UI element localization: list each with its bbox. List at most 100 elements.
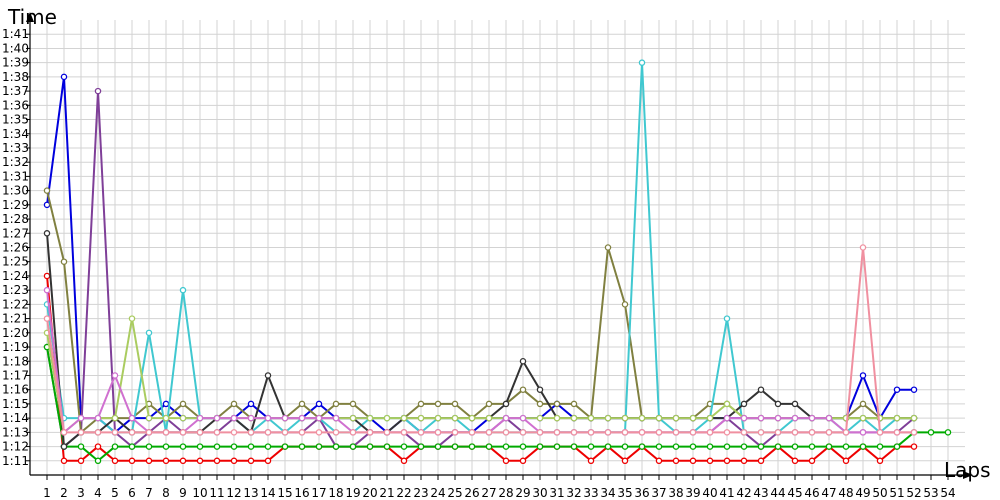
x-tick-label: 4 — [94, 486, 102, 500]
x-tick-label: 28 — [498, 486, 513, 500]
data-point — [740, 429, 748, 436]
data-point — [332, 429, 340, 436]
x-tick-label: 7 — [145, 486, 153, 500]
x-tick-label: 2 — [60, 486, 68, 500]
data-point — [145, 457, 153, 465]
data-point — [468, 443, 476, 450]
data-point — [825, 429, 833, 436]
data-point — [723, 315, 731, 322]
data-point — [247, 414, 255, 422]
data-point — [723, 429, 731, 436]
x-tick-label: 49 — [855, 486, 870, 500]
data-point — [723, 414, 731, 422]
data-point — [383, 414, 391, 422]
series-lines — [43, 59, 952, 465]
x-tick-label: 26 — [464, 486, 479, 500]
data-point — [910, 414, 918, 422]
data-point — [859, 429, 867, 436]
x-tick-label: 16 — [294, 486, 309, 500]
data-point — [638, 443, 646, 450]
data-point — [264, 457, 272, 465]
data-point — [672, 443, 680, 450]
data-point — [706, 414, 714, 422]
data-point — [740, 400, 748, 408]
y-tick-label: 1:26 — [2, 241, 29, 255]
y-tick-label: 1:37 — [2, 84, 29, 98]
data-point — [298, 429, 306, 436]
data-point — [944, 429, 952, 436]
data-point — [400, 414, 408, 422]
data-point — [655, 414, 663, 422]
data-point — [247, 400, 255, 408]
x-tick-label: 32 — [566, 486, 581, 500]
data-point — [706, 429, 714, 436]
y-tick-label: 1:22 — [2, 297, 29, 311]
data-point — [808, 429, 816, 436]
data-point — [179, 414, 187, 422]
data-point — [485, 443, 493, 450]
y-tick-label: 1:36 — [2, 98, 29, 112]
y-tick-label: 1:34 — [2, 127, 29, 141]
data-point — [145, 443, 153, 450]
x-tick-label: 15 — [277, 486, 292, 500]
y-axis-arrow — [26, 12, 34, 22]
series-line — [46, 75, 914, 434]
data-point — [825, 414, 833, 422]
x-tick-label: 33 — [583, 486, 598, 500]
data-point — [502, 457, 510, 465]
data-point — [264, 414, 272, 422]
data-point — [825, 443, 833, 450]
series-line — [46, 190, 914, 434]
data-point — [315, 414, 323, 422]
data-point — [587, 429, 595, 436]
data-point — [859, 414, 867, 422]
data-point — [740, 443, 748, 450]
x-tick-label: 9 — [179, 486, 187, 500]
data-point — [485, 400, 493, 408]
data-point — [757, 457, 765, 465]
data-point — [213, 443, 221, 450]
y-tick-label: 1:28 — [2, 212, 29, 226]
data-point — [553, 414, 561, 422]
x-axis-title: Laps — [944, 458, 991, 482]
data-point — [43, 272, 51, 280]
data-point — [740, 457, 748, 465]
y-tick-label: 1:40 — [2, 41, 29, 55]
y-tick-label: 1:19 — [2, 340, 29, 354]
data-point — [213, 457, 221, 465]
data-point — [468, 429, 476, 436]
y-tick-label: 1:24 — [2, 269, 29, 283]
series — [43, 272, 918, 465]
data-point — [128, 443, 136, 450]
data-point — [689, 429, 697, 436]
data-point — [553, 443, 561, 450]
y-tick-label: 1:25 — [2, 255, 29, 269]
x-tick-label: 29 — [515, 486, 530, 500]
x-tick-label: 12 — [226, 486, 241, 500]
y-tick-label: 1:15 — [2, 397, 29, 411]
data-point — [655, 457, 663, 465]
data-point — [77, 443, 85, 450]
data-point — [519, 443, 527, 450]
data-point — [332, 414, 340, 422]
series-line — [46, 246, 914, 434]
data-point — [757, 443, 765, 450]
data-point — [366, 443, 374, 450]
x-tick-label: 25 — [447, 486, 462, 500]
y-tick-label: 1:30 — [2, 184, 29, 198]
data-point — [859, 244, 867, 251]
data-point — [179, 286, 187, 294]
x-tick-label: 36 — [634, 486, 649, 500]
x-tick-label: 23 — [413, 486, 428, 500]
data-point — [230, 429, 238, 436]
x-tick-label: 53 — [923, 486, 938, 500]
data-point — [587, 457, 595, 465]
data-point — [689, 457, 697, 465]
x-tick-label: 18 — [328, 486, 343, 500]
data-point — [451, 414, 459, 422]
x-tick-label: 27 — [481, 486, 496, 500]
data-point — [536, 400, 544, 408]
y-tick-label: 1:35 — [2, 113, 29, 127]
series-line — [46, 90, 915, 448]
data-point — [247, 457, 255, 465]
